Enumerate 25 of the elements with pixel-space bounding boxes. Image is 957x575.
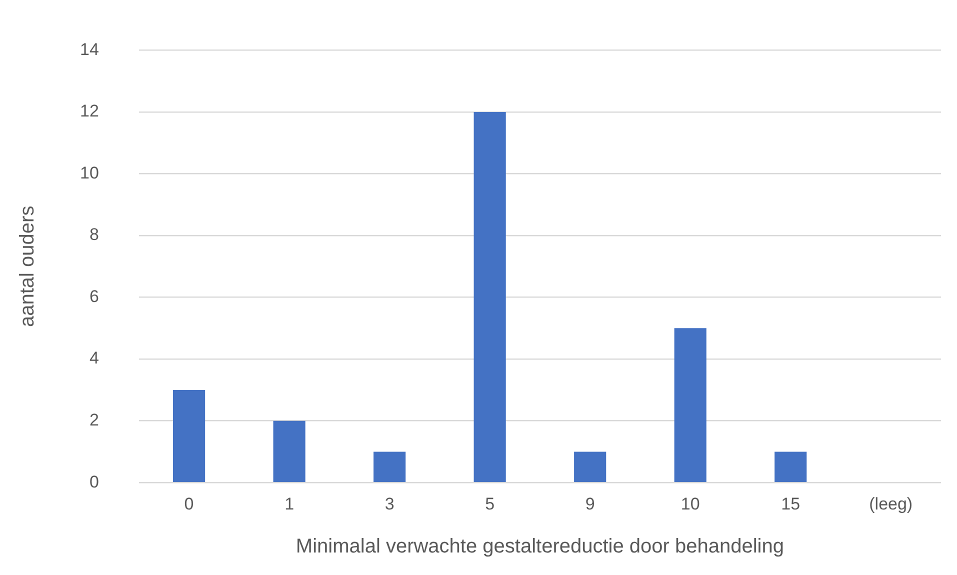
x-tick-label: 15	[781, 494, 800, 514]
y-tick-label: 12	[80, 102, 99, 121]
bar	[474, 112, 506, 482]
x-tick-label: 1	[284, 494, 294, 514]
y-tick-label: 10	[80, 163, 99, 182]
y-tick-label: 0	[89, 472, 99, 492]
y-axis-title: aantal ouders	[16, 206, 39, 327]
y-tick-label: 4	[89, 348, 99, 368]
x-tick-label: 10	[680, 494, 700, 514]
x-axis-title: Minimalal verwachte gestaltereductie door behandeling	[296, 536, 784, 558]
x-tick-label: 9	[585, 494, 595, 514]
bar	[374, 452, 406, 482]
x-tick-label: 5	[485, 494, 495, 514]
x-tick-label: 0	[184, 494, 194, 514]
bar	[273, 420, 306, 482]
x-tick-label: (leeg)	[869, 494, 913, 514]
x-tick-label: 3	[384, 494, 394, 514]
y-tick-label: 6	[89, 286, 99, 306]
bar	[173, 390, 206, 482]
y-tick-label: 2	[89, 410, 99, 430]
y-tick-label: 8	[89, 225, 99, 244]
bar	[574, 452, 606, 482]
y-tick-label: 14	[80, 40, 99, 59]
bar	[774, 452, 807, 482]
bar	[674, 328, 706, 482]
